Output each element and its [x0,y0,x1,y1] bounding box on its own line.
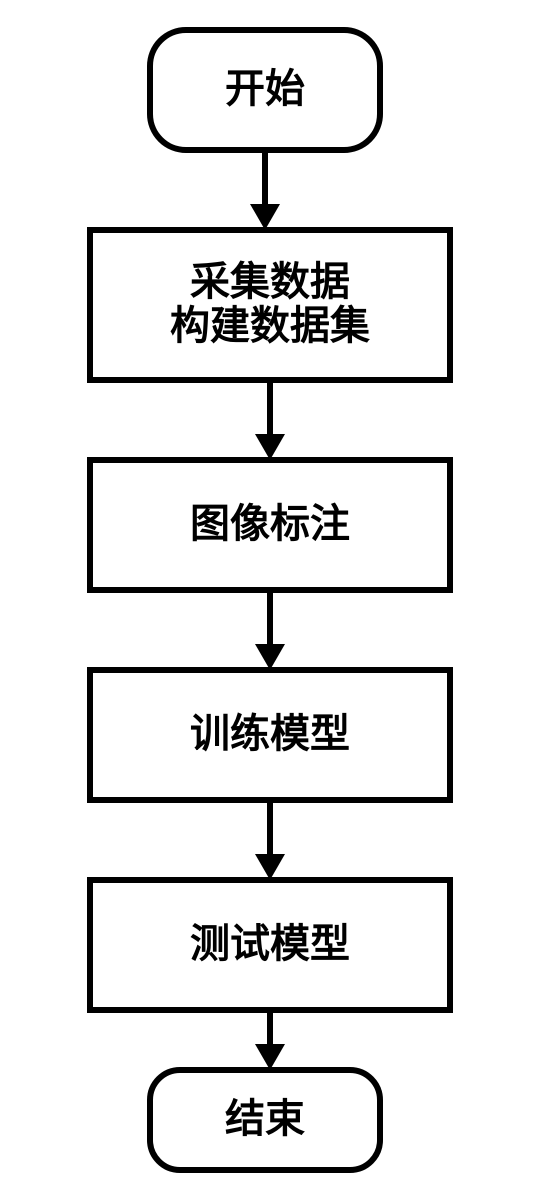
node-end-label: 结束 [225,1097,305,1141]
node-label-label: 图像标注 [190,502,350,546]
arrowhead-start-collect [250,204,280,230]
flowchart-canvas: 开始采集数据构建数据集图像标注训练模型测试模型结束 [0,0,542,1190]
arrowhead-train-test [255,854,285,880]
arrowhead-test-end [255,1044,285,1070]
arrowhead-label-train [255,644,285,670]
arrowhead-collect-label [255,434,285,460]
node-train-label: 训练模型 [190,712,350,756]
node-start-label: 开始 [225,67,305,111]
node-collect-label: 构建数据集 [170,304,370,348]
node-collect-label: 采集数据 [190,260,350,304]
node-test-label: 测试模型 [190,922,350,966]
